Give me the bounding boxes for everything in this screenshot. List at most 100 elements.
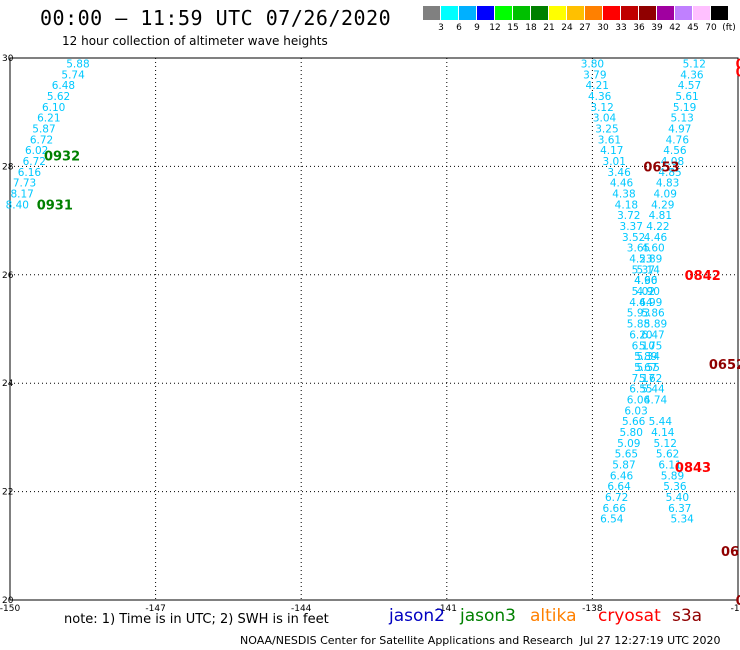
wave-height-point: 5.62	[656, 449, 679, 461]
wave-height-point: 4.46	[610, 178, 634, 190]
wave-height-point: 5.87	[612, 460, 635, 472]
wave-height-point: 6.48	[52, 80, 75, 92]
legend-label: 3	[438, 23, 444, 33]
wave-height-point: 4.90	[634, 275, 657, 287]
wave-height-point: 5.74	[61, 69, 85, 81]
legend-swatch	[711, 6, 729, 20]
wave-height-point: 6.20	[629, 329, 652, 341]
wave-height-point: 4.56	[663, 145, 687, 157]
wave-height-point: 6.37	[668, 503, 691, 515]
wave-height-point: 6.02	[25, 145, 48, 157]
wave-height-point: 5.65	[615, 449, 638, 461]
x-tick-label: -147	[145, 604, 165, 614]
wave-height-point: 5.34	[670, 514, 694, 526]
legend-label: 42	[669, 23, 681, 33]
wave-height-point: 4.38	[612, 189, 635, 201]
wave-height-point: 5.67	[634, 362, 657, 374]
wave-height-point: 5.55	[637, 362, 660, 374]
legend-swatch	[657, 6, 675, 20]
wave-height-point: 3.12	[590, 102, 613, 114]
legend-swatch	[567, 6, 585, 20]
y-tick-label: 30	[2, 54, 14, 64]
track-time-label: 0931	[37, 198, 73, 213]
legend-label: 45	[687, 23, 699, 33]
credit-line: NOAA/NESDIS Center for Satellite Applica…	[240, 634, 574, 647]
wave-height-point: 3.04	[593, 113, 617, 125]
wave-height-point: 5.93	[627, 308, 650, 320]
wave-height-point: 4.81	[649, 210, 672, 222]
wave-height-point: 3.46	[607, 167, 631, 179]
wave-height-point: 4.46	[644, 232, 668, 244]
wave-height-point: 7.17	[632, 373, 655, 385]
wave-height-point: 5.86	[641, 308, 665, 320]
legend-label: 39	[651, 23, 663, 33]
wave-height-point: 6.72	[605, 492, 628, 504]
wave-height-point: 5.44	[649, 416, 673, 428]
wave-height-point: 6.16	[18, 167, 42, 179]
legend-label: 30	[597, 23, 609, 33]
track-time-label: 0842	[685, 269, 721, 284]
legend-swatch	[531, 6, 549, 20]
wave-height-point: 6.55	[629, 384, 652, 396]
x-tick-label: -150	[0, 604, 20, 614]
legend-swatch	[459, 6, 477, 20]
legend-label: 27	[579, 23, 591, 33]
wave-height-point: 6.66	[603, 503, 627, 515]
footer-note: note: 1) Time is in UTC; 2) SWH is in fe…	[64, 612, 329, 627]
chart-subtitle: 12 hour collection of altimeter wave hei…	[62, 34, 328, 48]
satellite-jason2: jason2	[389, 606, 445, 626]
legend-swatch	[693, 6, 711, 20]
wave-height-point: 5.89	[634, 351, 657, 363]
generated-timestamp: Jul 27 12:27:19 UTC 2020	[580, 634, 721, 647]
satellite-jason3: jason3	[460, 606, 516, 626]
legend-label: 21	[543, 23, 555, 33]
legend-label: 15	[507, 23, 519, 33]
wave-height-point: 5.88	[66, 58, 89, 70]
wave-height-point: 4.66	[634, 275, 658, 287]
x-tick-label: -144	[291, 604, 312, 614]
wave-height-point: 4.97	[668, 123, 691, 135]
legend-label: 9	[474, 23, 480, 33]
wave-height-point: 6.10	[632, 340, 655, 352]
wave-height-point: 4.60	[641, 243, 664, 255]
wave-height-point: 5.89	[639, 254, 662, 266]
track-time-label: 0653	[643, 160, 679, 175]
wave-height-point: 4.83	[656, 178, 679, 190]
track-time-label: 0841	[736, 66, 740, 81]
wave-height-point: 5.61	[675, 91, 698, 103]
wave-height-point: 5.87	[32, 123, 55, 135]
wave-height-point: 5.12	[654, 438, 677, 450]
legend-label: 70	[705, 23, 717, 33]
track-time-label: 0932	[44, 150, 80, 165]
wave-height-point: 6.47	[641, 329, 664, 341]
legend-label: 18	[525, 23, 537, 33]
wave-height-point: 3.52	[622, 232, 645, 244]
wave-height-point: 6.46	[610, 470, 634, 482]
wave-height-point: 4.36	[588, 91, 612, 103]
wave-height-point: 6.03	[624, 405, 647, 417]
wave-height-point: 6.54	[600, 514, 624, 526]
wave-height-point: 6.11	[658, 460, 681, 472]
wave-height-point: 4.22	[646, 221, 669, 233]
wave-height-point: 7.73	[13, 178, 36, 190]
wave-height-point: 5.80	[620, 427, 643, 439]
track-time-label: 06	[721, 545, 739, 560]
wave-height-point: 5.13	[670, 113, 693, 125]
wave-height-point: 4.85	[658, 167, 681, 179]
legend-swatch	[549, 6, 567, 20]
wave-height-point: 5.62	[47, 91, 70, 103]
wave-height-point: 5.19	[673, 102, 696, 114]
y-tick-label: 24	[2, 379, 14, 389]
y-tick-label: 26	[2, 271, 14, 281]
wave-height-point: 5.89	[661, 470, 684, 482]
wave-height-point: 5.66	[622, 416, 646, 428]
legend-swatch	[441, 6, 459, 20]
wave-height-point: 5.75	[639, 340, 662, 352]
legend-label: 33	[615, 23, 627, 33]
wave-height-point: 6.06	[627, 394, 651, 406]
legend-swatch	[495, 6, 513, 20]
wave-height-point: 8.17	[10, 189, 33, 201]
satellite-s3a: s3a	[672, 606, 703, 626]
x-tick-label: -138	[582, 604, 603, 614]
